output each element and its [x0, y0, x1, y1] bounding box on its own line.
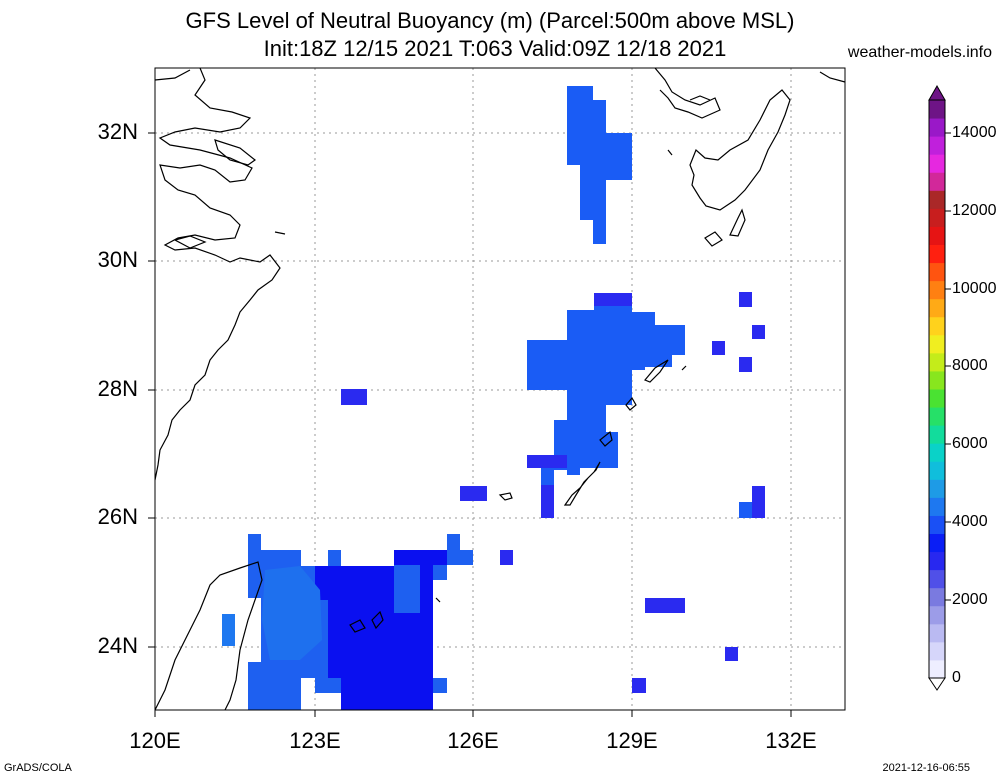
colorbar-label-8000: 8000: [952, 357, 988, 374]
colorbar-label-4000: 4000: [952, 513, 988, 530]
colorbar-swatch: [929, 605, 945, 625]
colorbar-swatch: [929, 407, 945, 426]
colorbar-swatch: [929, 118, 945, 137]
lat-label-28n: 28N: [97, 376, 138, 401]
colorbar-frame: [928, 99, 946, 679]
colorbar-swatch: [929, 533, 945, 553]
colorbar-label-12000: 12000: [952, 202, 997, 219]
map-subtitle: Init:18Z 12/15 2021 T:063 Valid:09Z 12/1…: [263, 36, 727, 61]
colorbar-swatch: [929, 190, 945, 209]
colorbar-swatch: [929, 334, 945, 354]
map-title: GFS Level of Neutral Buoyancy (m) (Parce…: [185, 8, 795, 33]
colorbar-label-6000: 6000: [952, 435, 988, 452]
colorbar-swatch: [929, 443, 945, 462]
colorbar: [928, 84, 946, 691]
colorbar-swatch: [929, 244, 945, 264]
lon-label-120e: 120E: [129, 728, 181, 753]
colorbar-swatch: [929, 298, 945, 318]
lat-label-30n: 30N: [97, 247, 138, 272]
map-frame: [154, 67, 846, 711]
colorbar-swatch: [929, 389, 945, 408]
lat-label-32n: 32N: [97, 119, 138, 144]
colorbar-swatch: [929, 208, 945, 227]
colorbar-ticks: [945, 132, 951, 601]
lat-label-26n: 26N: [97, 504, 138, 529]
colorbar-swatch: [929, 172, 945, 191]
colorbar-swatch: [929, 280, 945, 300]
colorbar-swatch: [929, 154, 945, 173]
colorbar-swatch: [929, 370, 945, 390]
lat-label-24n: 24N: [97, 633, 138, 658]
colorbar-swatch: [929, 262, 945, 282]
colorbar-swatch: [929, 136, 945, 155]
colorbar-swatch: [929, 497, 945, 516]
colorbar-swatch: [929, 100, 945, 119]
colorbar-swatch: [929, 551, 945, 571]
colorbar-swatch: [929, 659, 945, 679]
colorbar-swatch: [929, 461, 945, 480]
colorbar-bottom-arrow: [928, 677, 946, 691]
lon-label-129e: 129E: [606, 728, 658, 753]
colorbar-label-14000: 14000: [952, 124, 997, 141]
coastlines: [154, 67, 846, 711]
axis-ticks: [148, 132, 792, 717]
colorbar-swatch: [929, 587, 945, 607]
colorbar-top-arrow: [928, 84, 946, 101]
colorbar-swatch: [929, 569, 945, 589]
colorbar-swatch: [929, 479, 945, 498]
buoyancy-field: [222, 86, 765, 710]
gridlines: [155, 68, 845, 710]
lon-label-126e: 126E: [447, 728, 499, 753]
colorbar-label-0: 0: [952, 669, 961, 686]
colorbar-swatch: [929, 515, 945, 534]
colorbar-swatch: [929, 352, 945, 372]
colorbar-label-2000: 2000: [952, 591, 988, 608]
footer-grads: GrADS/COLA: [4, 762, 72, 774]
colorbar-label-10000: 10000: [952, 280, 997, 297]
lon-label-123e: 123E: [289, 728, 341, 753]
site-credit: weather-models.info: [847, 44, 992, 61]
colorbar-swatch: [929, 425, 945, 444]
colorbar-swatch: [929, 623, 945, 643]
colorbar-swatch: [929, 641, 945, 661]
colorbar-swatch: [929, 316, 945, 336]
colorbar-swatch: [929, 226, 945, 245]
footer-timestamp: 2021-12-16-06:55: [882, 762, 970, 774]
lon-label-132e: 132E: [765, 728, 817, 753]
